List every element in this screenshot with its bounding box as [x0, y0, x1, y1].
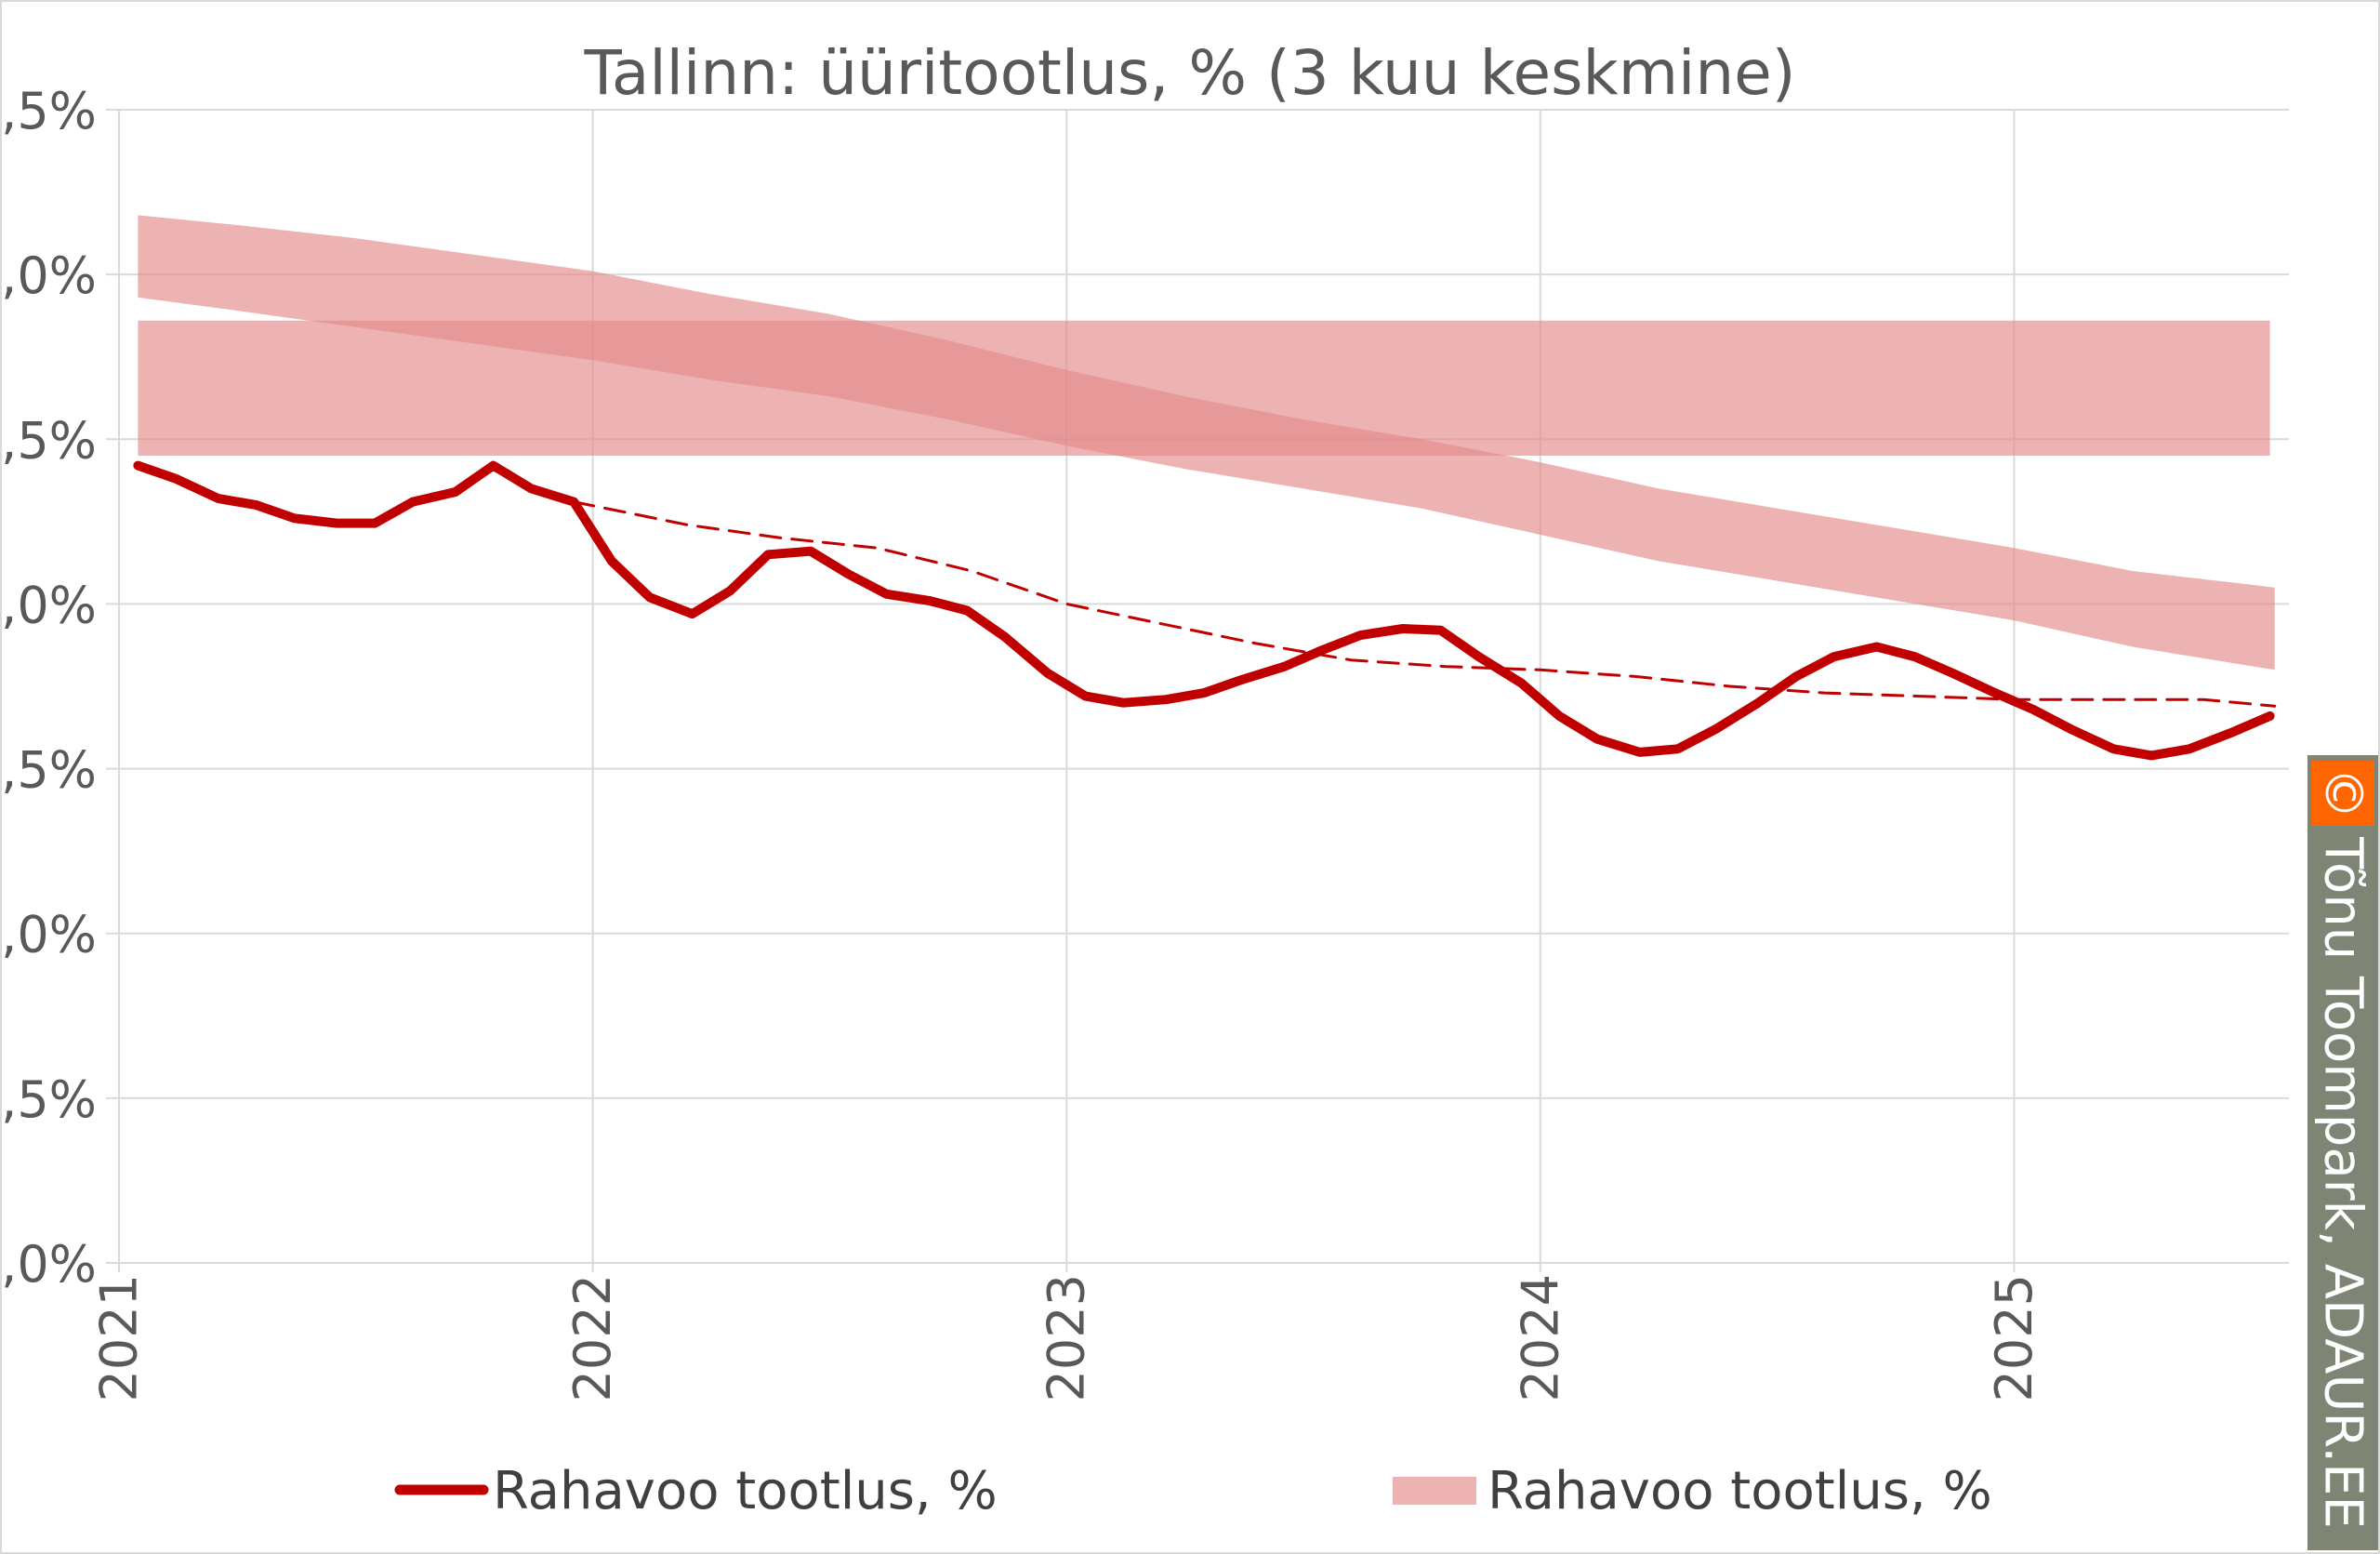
legend-label-band: Rahavoo tootlus, % — [1488, 1461, 1992, 1521]
x-tick-label: 2024 — [1511, 1274, 1569, 1401]
lines — [133, 460, 2277, 761]
copyright-icon — [2311, 761, 2374, 826]
y-tick-label: 4,5% — [0, 741, 97, 800]
legend-label-line: Rahavoo tootlus, % — [493, 1461, 998, 1521]
y-tick-label: 6,0% — [0, 246, 97, 305]
credit-background — [2307, 755, 2378, 1550]
series-line-rahavoo — [133, 460, 2275, 761]
x-tick-label: 2021 — [90, 1274, 149, 1401]
y-axis: 6,5% 6,0% 5,5% 5,0% 4,5% 4,0% 3,5% 3,0% — [0, 82, 97, 1294]
legend-swatch-band — [1393, 1477, 1476, 1505]
copyright-symbol: © — [2313, 767, 2373, 819]
credit-badge: © Tõnu Toompark, ADAUR.EE — [2307, 755, 2378, 1550]
y-tick-label: 3,0% — [0, 1235, 97, 1294]
credit-text: Tõnu Toompark, ADAUR.EE — [2313, 836, 2373, 1529]
band-2 — [138, 320, 2270, 456]
y-tick-label: 5,0% — [0, 576, 97, 634]
legend: Rahavoo tootlus, % Rahavoo tootlus, % — [394, 1461, 1992, 1521]
x-axis: 2021 2022 2023 2024 2025 — [90, 1274, 2043, 1401]
bands — [138, 215, 2275, 671]
y-tick-label: 4,0% — [0, 906, 97, 964]
x-tick-label: 2022 — [563, 1274, 622, 1401]
y-tick-label: 6,5% — [0, 82, 97, 140]
x-tick-label: 2025 — [1985, 1274, 2043, 1401]
x-tick-label: 2023 — [1038, 1274, 1096, 1401]
y-tick-label: 5,5% — [0, 411, 97, 470]
y-tick-label: 3,5% — [0, 1070, 97, 1129]
chart-title: Tallinn: üüritootlus, % (3 kuu keskmine) — [583, 37, 1795, 109]
